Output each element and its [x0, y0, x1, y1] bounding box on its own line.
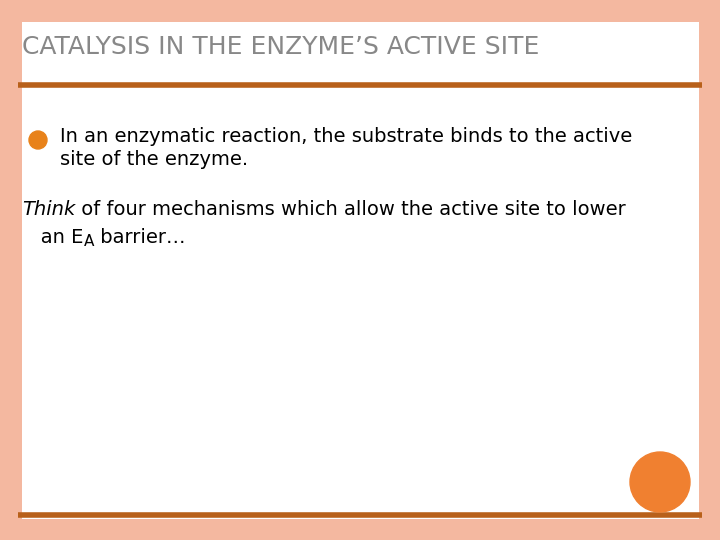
Circle shape: [29, 131, 47, 149]
Text: Think: Think: [22, 200, 76, 219]
Text: site of the enzyme.: site of the enzyme.: [60, 150, 248, 169]
Text: A: A: [84, 234, 94, 249]
Text: of four mechanisms which allow the active site to lower: of four mechanisms which allow the activ…: [76, 200, 626, 219]
Text: CATALYSIS IN THE ENZYME’S ACTIVE SITE: CATALYSIS IN THE ENZYME’S ACTIVE SITE: [22, 35, 539, 59]
Circle shape: [630, 452, 690, 512]
Text: A: A: [84, 234, 94, 249]
Text: an E: an E: [22, 228, 84, 247]
Text: In an enzymatic reaction, the substrate binds to the active: In an enzymatic reaction, the substrate …: [60, 127, 632, 146]
Text: barrier…: barrier…: [94, 228, 185, 247]
